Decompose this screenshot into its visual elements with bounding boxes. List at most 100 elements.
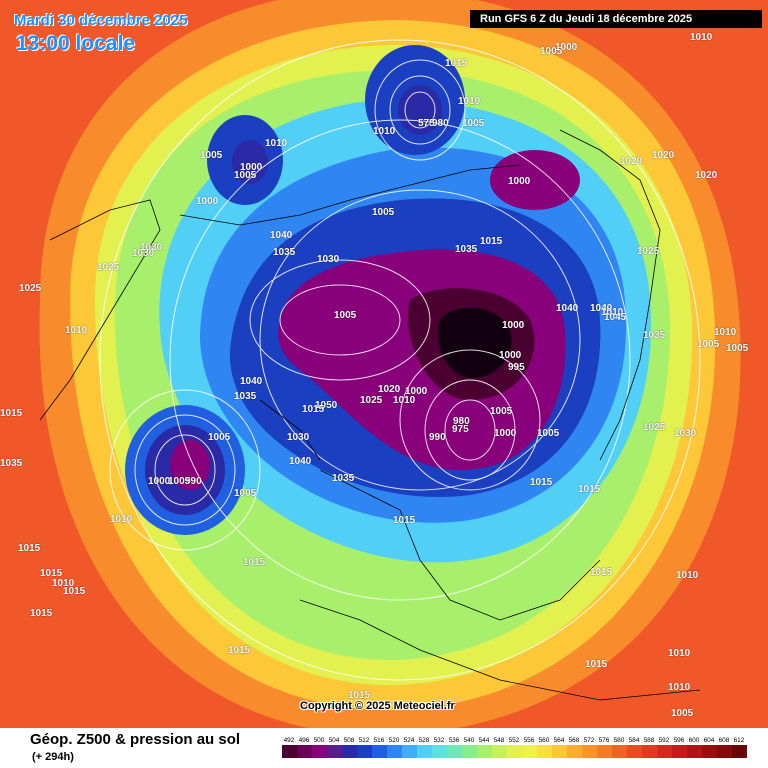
legend-label: 604 — [704, 737, 715, 744]
pressure-label: 1010 — [676, 570, 699, 581]
legend-label: 544 — [479, 737, 490, 744]
pressure-label: 1015 — [585, 659, 608, 670]
legend-swatch — [342, 745, 357, 758]
pressure-label: 1030 — [287, 432, 310, 443]
pressure-label: 1040 — [240, 376, 263, 387]
pressure-label: 1010 — [65, 325, 88, 336]
pressure-label: 1010 — [458, 96, 481, 107]
pressure-label: 1015 — [243, 557, 266, 568]
legend-label: 588 — [644, 737, 655, 744]
pressure-label: 1010 — [690, 32, 713, 43]
legend-label: 556 — [524, 737, 535, 744]
legend-swatch — [402, 745, 417, 758]
pressure-label: 1040 — [270, 230, 293, 241]
pressure-label: 1035 — [0, 458, 23, 469]
pressure-label: 1010 — [668, 682, 691, 693]
pressure-label: 1010 — [601, 307, 624, 318]
pressure-label: 1015 — [393, 515, 416, 526]
legend-swatch — [597, 745, 612, 758]
footer: Géop. Z500 & pression au sol (+ 294h) 49… — [0, 728, 768, 768]
legend-label: 576 — [599, 737, 610, 744]
pressure-label: 1035 — [273, 247, 296, 258]
pressure-label: 1020 — [620, 156, 643, 167]
pressure-label: 1005 — [540, 46, 563, 57]
pressure-label: 1030 — [317, 254, 340, 265]
legend-label: 608 — [719, 737, 730, 744]
pressure-label: 1025 — [97, 262, 120, 273]
pressure-label: 1015 — [18, 543, 41, 554]
pressure-label: 1005 — [234, 170, 257, 181]
legend-label: 548 — [494, 737, 505, 744]
legend-label: 580 — [614, 737, 625, 744]
legend-swatch — [687, 745, 702, 758]
pressure-label: 980 — [453, 416, 470, 427]
legend-label: 524 — [404, 737, 415, 744]
legend-swatch — [702, 745, 717, 758]
legend-label: 552 — [509, 737, 520, 744]
pressure-label: 1015 — [63, 586, 86, 597]
pressure-label: 1005 — [200, 150, 223, 161]
pressure-label: 1000 — [148, 476, 171, 487]
low-siberia — [490, 150, 580, 210]
pressure-label: 975 — [452, 424, 469, 435]
legend-label: 492 — [284, 737, 295, 744]
legend-label: 560 — [539, 737, 550, 744]
pressure-label: 1035 — [234, 391, 257, 402]
pressure-label: 1010 — [373, 126, 396, 137]
legend-swatch — [507, 745, 522, 758]
pressure-label: 1015 — [590, 567, 613, 578]
forecast-date: Mardi 30 décembre 2025 — [14, 12, 188, 29]
legend-label: 564 — [554, 737, 565, 744]
legend-label: 584 — [629, 737, 640, 744]
pressure-label: 1025 — [360, 395, 383, 406]
legend-label: 568 — [569, 737, 580, 744]
map-area: 1015 1005 1000 1010 1005 575 980 1010 1005 1000 10… — [0, 0, 768, 728]
legend-swatch — [327, 745, 342, 758]
coastlines — [39, 129, 701, 701]
pressure-label: 990 — [429, 432, 446, 443]
pressure-label: 1005 — [372, 207, 395, 218]
legend-label: 528 — [419, 737, 430, 744]
pressure-label: 1015 — [302, 404, 325, 415]
pressure-label: 1040 — [289, 456, 312, 467]
pressure-label: 980 — [432, 118, 449, 129]
geopotential-map — [0, 0, 768, 728]
pressure-label: 1000 — [405, 386, 428, 397]
pressure-label: 1030 — [140, 242, 163, 253]
legend-label: 500 — [314, 737, 325, 744]
legend-swatch — [297, 745, 312, 758]
legend-label: 536 — [449, 737, 460, 744]
forecast-range: (+ 294h) — [32, 751, 74, 763]
legend-swatch — [477, 745, 492, 758]
legend-swatch — [312, 745, 327, 758]
legend-swatch — [357, 745, 372, 758]
pressure-label: 1000 — [555, 42, 578, 53]
legend-swatch — [672, 745, 687, 758]
pressure-label: 1025 — [637, 246, 660, 257]
pressure-label: 1010 — [393, 395, 416, 406]
legend-swatch — [387, 745, 402, 758]
pressure-label: 1015 — [445, 58, 468, 69]
pressure-label: 1015 — [480, 236, 503, 247]
pressure-label: 1000 — [502, 320, 525, 331]
pressure-label: 1015 — [228, 645, 251, 656]
isobars — [99, 39, 701, 681]
pressure-label: 1005 — [234, 488, 257, 499]
pressure-label: 1015 — [348, 690, 371, 701]
copyright: Copyright © 2025 Meteociel.fr — [300, 700, 455, 712]
pressure-label: 995 — [508, 362, 525, 373]
legend-swatch — [612, 745, 627, 758]
legend-swatch — [717, 745, 732, 758]
legend-label: 612 — [734, 737, 745, 744]
pressure-label: 1000 — [499, 350, 522, 361]
pressure-label: 575 — [418, 118, 435, 129]
legend-swatch — [432, 745, 447, 758]
legend-label: 508 — [344, 737, 355, 744]
legend-swatch — [522, 745, 537, 758]
legend-label: 540 — [464, 737, 475, 744]
pressure-label: 1010 — [668, 648, 691, 659]
legend-swatch — [282, 745, 297, 758]
pressure-label: 1030 — [132, 248, 155, 259]
legend-label: 504 — [329, 737, 340, 744]
pressure-label: 1035 — [643, 330, 666, 341]
